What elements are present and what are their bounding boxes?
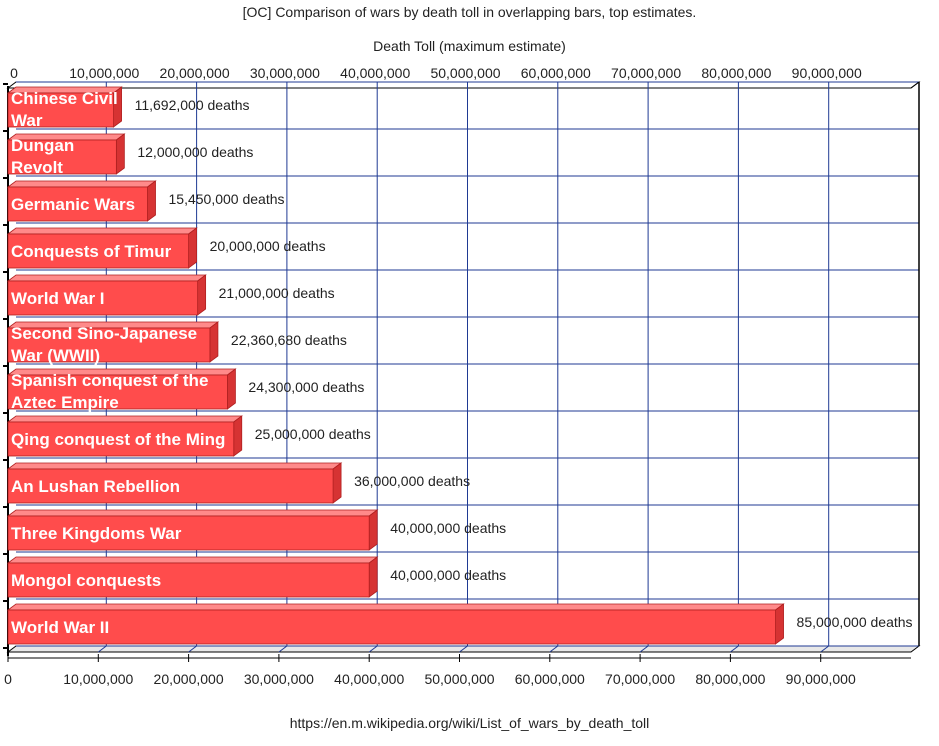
bar — [7, 233, 190, 269]
category-label: Chinese Civil — [11, 89, 118, 108]
bar-side-face — [115, 133, 125, 175]
bar-top-face — [6, 415, 243, 423]
bar-side-face — [368, 509, 378, 551]
gridline-floor — [549, 645, 559, 653]
gridline-floor — [730, 645, 739, 653]
bar-side-face — [332, 462, 342, 504]
bar-top-face — [6, 180, 157, 188]
value-label: 36,000,000 deaths — [354, 473, 470, 489]
x-tick-label-bottom: 60,000,000 — [515, 671, 585, 687]
x-tick-label-bottom: 70,000,000 — [605, 671, 675, 687]
bar — [7, 139, 117, 175]
bar — [7, 468, 334, 504]
bar — [7, 374, 228, 410]
x-tick-label-top: 70,000,000 — [611, 65, 681, 81]
value-label: 15,450,000 deaths — [169, 191, 285, 207]
value-label: 20,000,000 deaths — [210, 238, 326, 254]
bar — [7, 327, 211, 363]
x-tick-label-top: 90,000,000 — [792, 65, 862, 81]
category-label: Qing conquest of the Ming — [11, 430, 225, 449]
gridline-floor — [278, 645, 288, 653]
value-label: 85,000,000 deaths — [797, 614, 913, 630]
category-label: Aztec Empire — [11, 393, 119, 412]
x-tick-label-bottom: 20,000,000 — [154, 671, 224, 687]
gridline-floor — [639, 645, 649, 653]
x-axis-label: Death Toll (maximum estimate) — [373, 38, 566, 54]
bar — [7, 609, 776, 645]
x-tick-label-bottom: 30,000,000 — [244, 671, 314, 687]
bar-top-face — [6, 556, 379, 564]
category-label: World War I — [11, 289, 105, 308]
bar — [7, 92, 114, 128]
x-tick-label-top: 30,000,000 — [250, 65, 320, 81]
x-tick-label-bottom: 0 — [4, 671, 12, 687]
x-tick-label-top: 60,000,000 — [521, 65, 591, 81]
bar-side-face — [233, 415, 243, 457]
x-tick-label-bottom: 80,000,000 — [695, 671, 765, 687]
chart-title: [OC] Comparison of wars by death toll in… — [242, 4, 697, 20]
category-label: Second Sino-Japanese — [11, 324, 197, 343]
value-label: 11,692,000 deaths — [135, 97, 250, 113]
bar-side-face — [197, 274, 207, 316]
category-label: Revolt — [11, 158, 63, 177]
gridline-floor — [820, 645, 830, 653]
plot-corner — [910, 81, 920, 89]
x-tick-label-top: 0 — [10, 65, 18, 81]
bar-side-face — [147, 180, 156, 222]
x-tick-label-top: 20,000,000 — [160, 65, 230, 81]
category-label: World War II — [11, 618, 109, 637]
value-label: 40,000,000 deaths — [390, 567, 506, 583]
bar-side-face — [775, 603, 784, 645]
bar — [7, 515, 370, 551]
bar-top-face — [6, 603, 785, 611]
bar-side-face — [368, 556, 378, 598]
gridline-floor — [368, 645, 378, 653]
gridline-floor — [188, 645, 197, 653]
source-url: https://en.m.wikipedia.org/wiki/List_of_… — [289, 715, 650, 731]
category-label: Germanic Wars — [11, 195, 135, 214]
gridline-floor — [98, 645, 107, 653]
bar-top-face — [6, 509, 379, 517]
gridline-floor — [459, 645, 468, 653]
bar — [7, 562, 370, 598]
bar — [7, 186, 148, 222]
value-label: 12,000,000 deaths — [137, 144, 253, 160]
category-label: An Lushan Rebellion — [11, 477, 180, 496]
category-label: Dungan — [11, 136, 74, 155]
x-tick-label-bottom: 50,000,000 — [424, 671, 494, 687]
category-label: War (WWII) — [11, 346, 100, 365]
x-tick-label-top: 40,000,000 — [340, 65, 410, 81]
value-label: 21,000,000 deaths — [219, 285, 335, 301]
x-tick-label-top: 80,000,000 — [701, 65, 771, 81]
bar-top-face — [6, 462, 343, 470]
bar-side-face — [188, 227, 198, 269]
bar-side-face — [227, 368, 236, 410]
bar-top-face — [6, 227, 198, 235]
category-label: War — [11, 111, 43, 130]
x-tick-label-bottom: 90,000,000 — [786, 671, 856, 687]
bar-top-face — [6, 274, 207, 282]
bar — [7, 280, 199, 316]
plot-back-top — [6, 81, 921, 89]
category-label: Spanish conquest of the — [11, 371, 208, 390]
value-label: 22,360,680 deaths — [231, 332, 347, 348]
x-tick-label-bottom: 10,000,000 — [63, 671, 133, 687]
category-label: Mongol conquests — [11, 571, 161, 590]
x-tick-label-top: 10,000,000 — [69, 65, 139, 81]
value-label: 40,000,000 deaths — [390, 520, 506, 536]
value-label: 24,300,000 deaths — [248, 379, 364, 395]
category-label: Conquests of Timur — [11, 242, 172, 261]
bar — [7, 421, 235, 457]
x-tick-label-bottom: 40,000,000 — [334, 671, 404, 687]
category-label: Three Kingdoms War — [11, 524, 182, 543]
x-tick-label-top: 50,000,000 — [430, 65, 500, 81]
bar-side-face — [209, 321, 219, 363]
value-label: 25,000,000 deaths — [255, 426, 371, 442]
